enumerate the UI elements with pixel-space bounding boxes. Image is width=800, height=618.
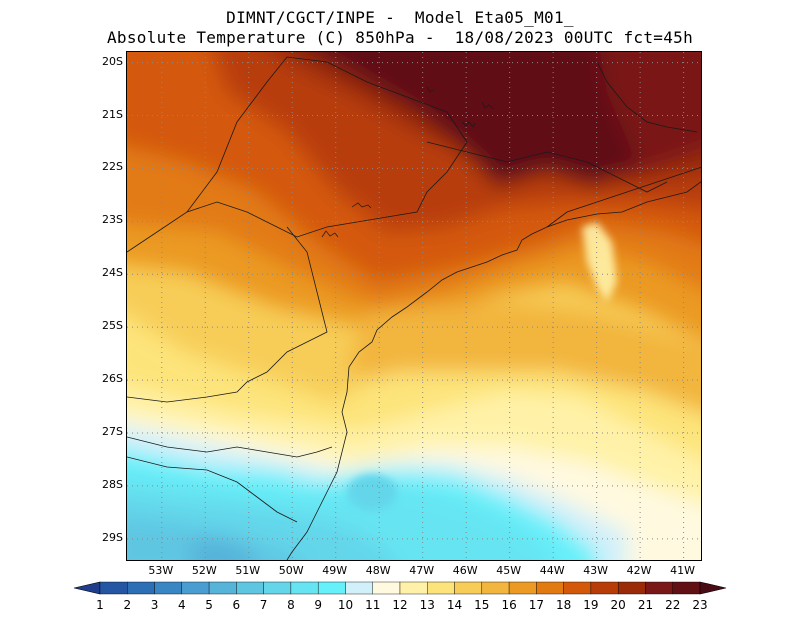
lon-tick-label: 43W [583,564,609,577]
colorbar-label: 22 [665,598,681,612]
state-border-center [127,226,328,403]
colorbar-swatch [236,581,264,595]
lat-tick-label: 26S [102,372,123,386]
temperature-map [126,51,702,561]
zone-23C [312,52,637,187]
map-title-line-2: Absolute Temperature (C) 850hPa - 18/08/… [106,28,694,47]
colorbar-swatch [181,581,210,595]
colorbar-swatch [617,581,646,595]
colorbar-label: 9 [314,598,322,612]
zone-6C [187,537,256,560]
lat-tick-label: 28S [102,477,123,491]
lon-tick-label: 41W [670,564,696,577]
colorbar-label: 8 [287,598,295,612]
colorbar-swatch [154,581,183,595]
lakes [321,86,495,238]
lat-tick-label: 20S [102,54,123,68]
colorbar-swatch [399,581,428,595]
state-border-upper [596,61,698,133]
colorbar-label: 11 [365,598,381,612]
colorbar-label: 14 [446,598,463,612]
lon-tick-label: 50W [278,564,304,577]
colorbar-swatch [99,581,128,595]
state-border-rio [546,166,701,228]
colorbar-swatch [345,581,373,595]
colorbar [73,581,727,595]
colorbar-swatch [481,581,510,595]
colorbar-swatch [536,581,564,595]
lon-tick-label: 53W [148,564,174,577]
lat-tick-label: 24S [102,266,123,280]
colorbar-label: 21 [637,598,654,612]
lat-tick-label: 25S [102,319,123,333]
colorbar-arrow-high [699,581,727,595]
colorbar-label: 2 [123,598,132,612]
temperature-field [127,52,701,560]
colorbar-label: 5 [205,598,213,612]
lat-tick-label: 29S [102,530,123,544]
lake-1 [351,202,372,209]
colorbar-label: 16 [501,598,517,612]
lon-tick-label: 47W [409,564,435,577]
lat-tick-label: 21S [102,107,123,121]
lake-2 [321,230,339,238]
colorbar-label: 4 [177,598,186,612]
colorbar-label: 17 [528,598,544,612]
colorbar-swatch [454,581,483,595]
state-border-north [127,56,468,253]
grid-lines [127,52,701,560]
colorbar-arrow-low [73,581,101,595]
colorbar-label: 12 [392,598,408,612]
colorbar-swatch [317,581,346,595]
map-title-line-1: DIMNT/CGCT/INPE - Model Eta05_M01_ [226,8,574,27]
state-border-east [426,141,668,193]
colorbar-swatch [508,581,537,595]
colorbar-label: 20 [610,598,626,612]
state-border-south [127,436,333,458]
colorbar-swatch [645,581,673,595]
colorbar-swatch [590,581,619,595]
colorbar-label: 10 [337,598,354,612]
lon-tick-label: 49W [322,564,348,577]
lon-tick-label: 51W [235,564,261,577]
colorbar-label: 19 [583,598,599,612]
lon-tick-label: 48W [365,564,391,577]
colorbar-label: 6 [232,598,241,612]
colorbar-swatch [263,581,292,595]
lat-tick-label: 27S [102,425,123,438]
lat-tick-label: 22S [102,160,123,174]
colorbar-swatch [290,581,319,595]
colorbar-swatch [127,581,155,595]
coastline [286,181,701,560]
colorbar-swatch [672,581,701,595]
country-border [127,456,298,523]
colorbar-label: 23 [692,598,708,612]
lat-tick-label: 23S [102,213,123,227]
colorbar-swatch [563,581,592,595]
lon-tick-label: 45W [496,564,522,577]
cool-spot [347,474,397,510]
colorbar-label: 7 [259,598,268,612]
colorbar-label: 1 [96,598,104,612]
lake-4 [481,101,495,110]
lon-tick-label: 42W [626,564,652,577]
lon-tick-label: 46W [452,564,478,577]
lon-tick-label: 52W [191,564,217,577]
colorbar-label: 15 [474,598,490,612]
colorbar-label: 18 [555,598,572,612]
colorbar-swatch [208,581,237,595]
lon-tick-label: 44W [539,564,565,577]
colorbar-swatch [372,581,401,595]
colorbar-label: 3 [150,598,159,612]
pale-plume [582,222,617,302]
colorbar-swatch [427,581,455,595]
coastline-borders [127,56,701,560]
lake-5 [426,86,434,93]
colorbar-label: 13 [419,598,435,612]
lake-3 [461,121,476,128]
